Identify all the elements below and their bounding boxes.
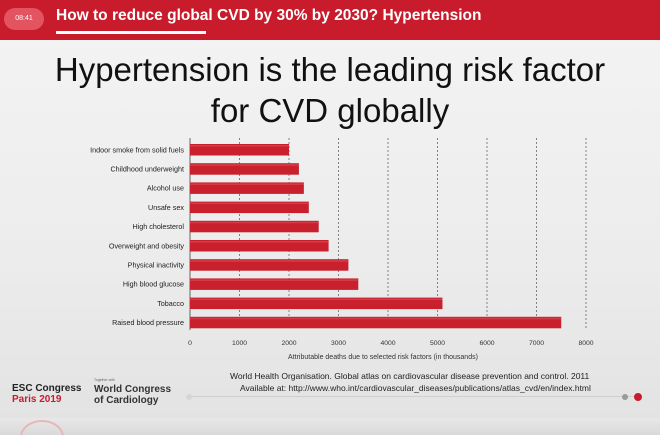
x-tick-label-2000: 2000 [281, 340, 296, 347]
bar-8 [190, 297, 443, 310]
bar-highlight-7 [190, 279, 359, 281]
bar-9 [190, 316, 562, 329]
world-congress-logo: World Congress of Cardiology [94, 384, 171, 406]
wcc-logo-line2: of Cardiology [94, 395, 159, 406]
progress-line [190, 396, 640, 397]
bar-1 [190, 163, 299, 175]
bar-6 [190, 259, 349, 271]
category-label-9: Raised blood pressure [112, 318, 184, 327]
category-label-2: Alcohol use [147, 184, 184, 193]
progress-start-dot [186, 394, 192, 400]
x-tick-label-0: 0 [188, 340, 192, 347]
bar-5 [190, 240, 329, 252]
category-label-0: Indoor smoke from solid fuels [90, 145, 184, 154]
esc-logo-line1: ESC Congress [12, 383, 82, 394]
bar-highlight-1 [190, 164, 299, 166]
progress-current-dot [634, 393, 642, 401]
bar-0 [190, 144, 289, 156]
x-axis-title: Attributable deaths due to selected risk… [288, 354, 478, 361]
source-line2: Available at: http://www.who.int/cardiov… [240, 382, 591, 393]
x-tick-label-1000: 1000 [232, 340, 247, 347]
slide-headline-line2: for CVD globally [210, 92, 450, 129]
bar-highlight-9 [190, 317, 562, 320]
x-tick-label-4000: 4000 [380, 340, 395, 347]
bar-3 [190, 201, 309, 214]
wcc-logo-line1: World Congress [94, 384, 172, 395]
category-label-1: Childhood underweight [110, 164, 184, 173]
slide-headline-line1: Hypertension is the leading risk factor [54, 51, 606, 88]
source-citation: World Health Organisation. Global atlas … [230, 371, 654, 394]
x-tick-label-8000: 8000 [578, 340, 593, 347]
progress-mid-dot [622, 394, 628, 400]
bar-highlight-0 [190, 145, 289, 147]
esc-congress-logo: ESC Congress Paris 2019 [12, 383, 81, 405]
x-tick-label-5000: 5000 [430, 340, 445, 347]
x-tick-label-6000: 6000 [479, 340, 494, 347]
bar-2 [190, 182, 304, 194]
bar-highlight-3 [190, 202, 309, 205]
bar-highlight-4 [190, 221, 319, 224]
category-label-3: Unsafe sex [148, 203, 184, 212]
category-label-8: Tobacco [157, 299, 184, 308]
bar-highlight-2 [190, 183, 304, 185]
bar-highlight-6 [190, 260, 349, 262]
together-with-label: Together with [94, 378, 115, 382]
session-title: How to reduce global CVD by 30% by 2030?… [56, 7, 482, 24]
category-label-7: High blood glucose [123, 280, 184, 289]
category-label-4: High cholesterol [132, 222, 184, 231]
bar-highlight-5 [190, 241, 329, 243]
title-underline [56, 31, 206, 34]
bar-4 [190, 220, 319, 233]
x-tick-label-7000: 7000 [529, 340, 544, 347]
session-header-bar: 08:41 How to reduce global CVD by 30% by… [0, 0, 660, 40]
time-badge: 08:41 [4, 8, 44, 30]
esc-logo-line2: Paris 2019 [12, 394, 62, 405]
x-tick-label-3000: 3000 [331, 340, 346, 347]
bottom-decoration-band [0, 418, 660, 435]
source-line1: World Health Organisation. Global atlas … [230, 371, 590, 381]
bar-7 [190, 278, 359, 290]
slide-progress-track [186, 393, 646, 401]
bar-highlight-8 [190, 298, 443, 301]
category-label-6: Physical inactivity [128, 260, 185, 269]
category-label-5: Overweight and obesity [109, 241, 185, 250]
